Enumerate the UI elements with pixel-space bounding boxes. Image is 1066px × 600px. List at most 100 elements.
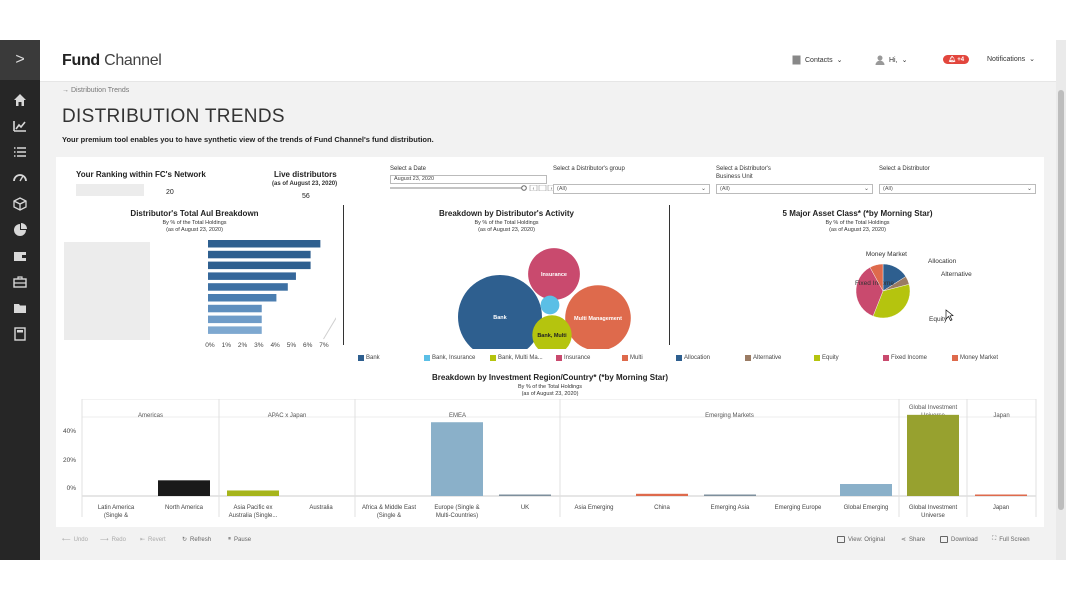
region-bar: [975, 494, 1027, 496]
chevron-down-icon: ⌄: [1026, 186, 1032, 192]
legend-item[interactable]: Bank, Insurance: [424, 355, 475, 361]
ranking-blurred-name: [76, 184, 144, 196]
legend-swatch: [814, 355, 820, 361]
share-button[interactable]: ⋖ Share: [901, 536, 926, 544]
distributor-select-value: (All): [883, 186, 893, 192]
legend-item[interactable]: Insurance: [556, 355, 590, 361]
line-chart-icon[interactable]: [12, 118, 28, 134]
aui-x-tick: 7%: [319, 342, 329, 349]
aui-blurred-labels: [64, 242, 150, 340]
user-greeting: Hi,: [889, 56, 898, 64]
fund-channel-logo[interactable]: Fund Channel: [62, 52, 162, 69]
region-x-label: Africa & Middle East: [362, 505, 416, 511]
asset-class-slice: [872, 284, 911, 319]
region-x-label: North America: [165, 505, 204, 511]
aui-bar: [208, 294, 277, 302]
asset-class-chart-title: 5 Major Asset Class* (*by Morning Star): [782, 209, 933, 218]
briefcase-icon[interactable]: [12, 274, 28, 290]
live-distributors-value: 56: [302, 193, 310, 200]
group-select[interactable]: (All) ⌄: [553, 184, 710, 194]
pause-icon: ⏸︎: [228, 536, 232, 542]
mouse-cursor-icon: [945, 309, 954, 321]
asset-class-slice: [869, 263, 884, 292]
full-screen-button[interactable]: ⛶ Full Screen: [992, 536, 1030, 543]
region-group-label: Americas: [138, 413, 163, 419]
group-filter-label: Select a Distributor's group: [553, 166, 625, 172]
date-slider[interactable]: ‹ ›: [390, 185, 555, 191]
legend-label: Bank, Multi Ma...: [498, 355, 543, 361]
legend-item[interactable]: Multi: [622, 355, 643, 361]
notifications-badge-button[interactable]: 🔔︎ +4: [943, 55, 970, 64]
region-bar: [499, 494, 551, 496]
date-input[interactable]: August 23, 2020: [390, 175, 547, 184]
region-x-label: Multi-Countries): [436, 513, 478, 519]
bell-icon: 🔔︎: [948, 57, 956, 63]
aui-axis-line: [323, 317, 336, 340]
region-bar: [907, 414, 959, 496]
contacts-menu[interactable]: Contacts ⌄: [792, 55, 843, 65]
redo-button[interactable]: ⟶ Redo: [100, 536, 126, 544]
user-menu[interactable]: Hi, ⌄: [875, 55, 907, 65]
contacts-label: Contacts: [805, 56, 833, 64]
distributor-select[interactable]: (All) ⌄: [879, 184, 1036, 194]
legend-item[interactable]: Money Market: [952, 355, 998, 361]
chevron-down-icon: ⌄: [863, 186, 869, 192]
legend-swatch: [622, 355, 628, 361]
view-original-button[interactable]: View: Original: [837, 536, 885, 543]
contacts-icon: [792, 55, 801, 65]
region-x-label: Europe (Single &: [434, 505, 479, 511]
pie-icon[interactable]: [12, 222, 28, 238]
notifications-menu[interactable]: Notifications ⌄: [987, 55, 1035, 64]
region-group-label: Japan: [993, 413, 1009, 419]
page-subtitle: Your premium tool enables you to have sy…: [62, 135, 434, 144]
scrollbar-thumb[interactable]: [1058, 90, 1064, 510]
region-bar: [227, 490, 279, 496]
activity-bubble-chart: Bank Multi Management Insurance Bank, Multi: [458, 248, 631, 349]
legend-item[interactable]: Fixed Income: [883, 355, 927, 361]
revert-button[interactable]: ⇤ Revert: [140, 536, 166, 544]
gauge-icon[interactable]: [12, 170, 28, 186]
notifications-label: Notifications: [987, 55, 1026, 63]
legend-item[interactable]: Allocation: [676, 355, 710, 361]
legend-item[interactable]: Equity: [814, 355, 839, 361]
region-y-tick: 0%: [67, 485, 77, 492]
pause-button[interactable]: ⏸︎ Pause: [228, 536, 252, 543]
app-frame: > Fund Channel Contacts ⌄ Hi, ⌄ 🔔︎ +4 No…: [0, 40, 1066, 560]
refresh-button[interactable]: ↻ Refresh: [182, 536, 212, 544]
region-x-label: Emerging Europe: [775, 505, 822, 511]
region-x-label: (Single &: [377, 513, 401, 519]
share-icon: ⋖: [901, 537, 907, 543]
page-scrollbar[interactable]: [1056, 40, 1066, 560]
region-x-label: Australia (Single...: [229, 513, 278, 519]
legend-swatch: [424, 355, 430, 361]
live-distributors-asof: (as of August 23, 2020): [272, 181, 338, 187]
sidebar-toggle-button[interactable]: >: [0, 40, 40, 80]
home-icon[interactable]: [12, 92, 28, 108]
unit-select[interactable]: (All) ⌄: [716, 184, 873, 194]
legend-item[interactable]: Alternative: [745, 355, 781, 361]
region-x-label: Asia Pacific ex: [233, 505, 272, 511]
svg-text:‹: ‹: [533, 186, 535, 191]
list-icon[interactable]: [12, 144, 28, 160]
region-x-label: (Single &: [104, 513, 128, 519]
legend-item[interactable]: Bank: [358, 355, 380, 361]
region-chart-title: Breakdown by Investment Region/Country* …: [431, 373, 669, 382]
cube-icon[interactable]: [12, 196, 28, 212]
region-group-label: Emerging Markets: [705, 413, 754, 419]
aui-bar: [208, 240, 321, 248]
calculator-icon[interactable]: [12, 326, 28, 342]
folder-icon[interactable]: [12, 300, 28, 316]
aui-bar: [208, 315, 262, 324]
breadcrumb[interactable]: → Distribution Trends: [62, 87, 130, 94]
undo-button[interactable]: ⟵ Undo: [62, 536, 88, 544]
asset-class-slice-label: Money Market: [866, 251, 907, 258]
download-button[interactable]: Download: [940, 536, 978, 543]
refresh-icon: ↻: [182, 537, 188, 543]
aui-x-tick: 5%: [287, 342, 297, 349]
legend-item[interactable]: Bank, Multi Ma...: [490, 355, 543, 361]
wallet-icon[interactable]: [12, 248, 28, 264]
region-x-label: China: [654, 505, 670, 511]
notifications-count: +4: [957, 57, 965, 63]
legend-label: Multi: [630, 355, 643, 361]
region-x-label: Latin America: [98, 505, 135, 511]
